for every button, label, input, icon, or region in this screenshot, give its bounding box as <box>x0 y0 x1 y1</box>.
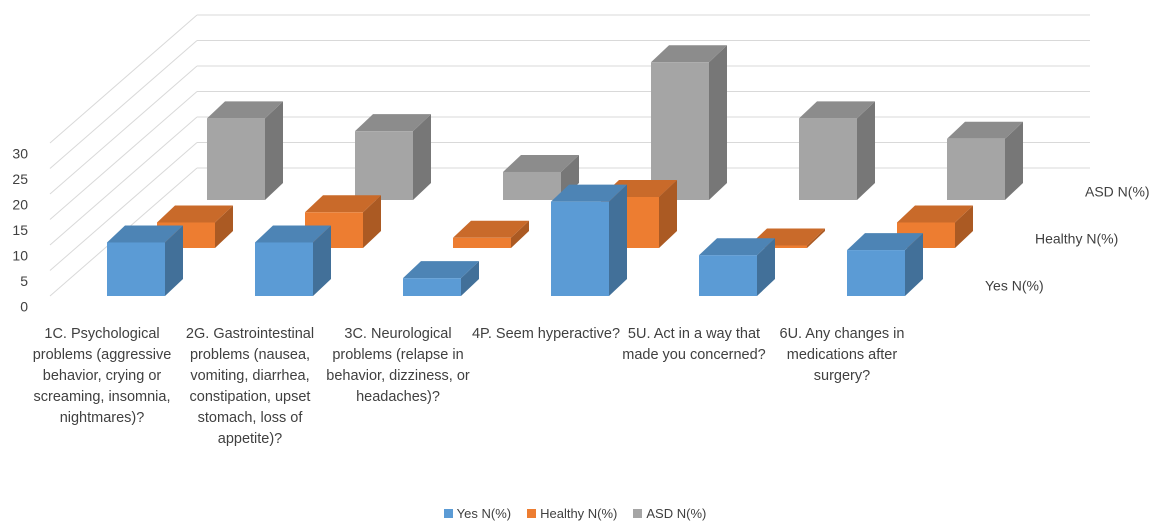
bar-3d <box>799 101 875 200</box>
side-grid-line <box>49 116 198 246</box>
bar-3d <box>503 154 579 200</box>
bar-3d <box>897 205 973 248</box>
bar-3d <box>355 114 431 200</box>
bar-top <box>403 261 479 279</box>
y-tick-label: 0 <box>20 299 28 315</box>
bar-3d <box>255 225 331 296</box>
legend-item: Yes N(%) <box>443 506 512 521</box>
series-label: ASD N(%) <box>1085 184 1150 200</box>
bar-top <box>651 45 727 63</box>
bar <box>453 237 511 248</box>
bar-top <box>305 195 381 213</box>
bar-side <box>659 180 677 248</box>
bar-top <box>157 205 233 223</box>
legend-swatch <box>633 509 643 518</box>
bar-top <box>255 225 331 243</box>
bar <box>799 118 857 200</box>
legend: Yes N(%) Healthy N(%) ASD N(%) <box>0 506 1150 521</box>
bar-side <box>857 101 875 200</box>
bar-3d <box>207 101 283 200</box>
legend-item: Healthy N(%) <box>527 506 617 521</box>
y-tick-label: 20 <box>12 197 28 213</box>
legend-swatch <box>443 509 453 518</box>
bar-side <box>313 225 331 296</box>
bar-side <box>511 220 529 248</box>
legend-swatch <box>527 509 537 518</box>
bar-top <box>503 154 579 172</box>
y-tick-label: 5 <box>20 273 28 289</box>
bar-3d <box>453 220 529 248</box>
legend-item: ASD N(%) <box>633 506 706 521</box>
x-tick-label: 4P. Seem hyperactive? <box>471 326 621 342</box>
bar <box>355 131 413 200</box>
bar-top <box>897 205 973 223</box>
series-label: Healthy N(%) <box>1035 231 1118 247</box>
bar-3d <box>107 225 183 296</box>
bar-side <box>363 195 381 248</box>
bar-3d <box>947 121 1023 200</box>
x-tick-label: 2G. Gastrointestinal problems (nausea, v… <box>185 326 315 447</box>
legend-label: Yes N(%) <box>456 506 512 521</box>
bar <box>749 245 807 248</box>
bar-side <box>265 101 283 200</box>
bar-side <box>709 45 727 200</box>
bar-top <box>107 225 183 243</box>
bar-top <box>355 114 431 132</box>
bar-top <box>799 101 875 119</box>
bar <box>403 278 461 296</box>
bar-top <box>699 238 775 256</box>
bar-top <box>207 101 283 119</box>
legend-label: Healthy N(%) <box>540 506 618 521</box>
bar <box>107 242 165 296</box>
bar-side <box>905 233 923 296</box>
bar-top <box>847 233 923 251</box>
bar <box>699 255 757 296</box>
bar <box>551 201 609 296</box>
bar-side <box>955 205 973 248</box>
bar <box>847 250 905 296</box>
bar <box>651 62 709 200</box>
side-grid-line <box>49 91 198 220</box>
series-label: Yes N(%) <box>985 278 1044 294</box>
bar-3d <box>651 45 727 200</box>
bar-3d <box>847 233 923 296</box>
bar-side <box>807 228 825 248</box>
bar <box>255 242 313 296</box>
y-tick-label: 30 <box>12 146 28 162</box>
bar-top <box>453 220 529 238</box>
bar-top <box>947 121 1023 139</box>
x-tick-label: 5U. Act in a way that made you concerned… <box>622 326 766 363</box>
bar <box>503 171 561 200</box>
bar-3d <box>403 261 479 296</box>
bar <box>207 118 265 200</box>
bar-side <box>461 261 479 296</box>
bar-side <box>215 205 233 248</box>
bar-side <box>165 225 183 296</box>
legend-label: ASD N(%) <box>646 506 707 521</box>
bar-top <box>551 184 627 202</box>
y-tick-label: 15 <box>12 222 28 238</box>
x-tick-label: 1C. Psychological problems (aggressive b… <box>32 326 172 426</box>
y-tick-label: 25 <box>12 171 28 187</box>
side-grid-line <box>49 40 198 169</box>
x-tick-label: 6U. Any changes in medications after sur… <box>779 326 905 384</box>
bar-3d <box>699 238 775 296</box>
y-tick-label: 10 <box>12 248 28 264</box>
bar-side <box>757 238 775 296</box>
bar-3d <box>551 184 627 296</box>
side-grid-line <box>49 14 198 144</box>
bar-side <box>1005 121 1023 200</box>
side-grid-line <box>49 142 198 271</box>
x-tick-label: 3C. Neurological problems (relapse in be… <box>326 326 470 405</box>
bar <box>947 138 1005 200</box>
bar-side <box>609 184 627 296</box>
bar-side <box>413 114 431 200</box>
side-grid-line <box>49 65 198 195</box>
